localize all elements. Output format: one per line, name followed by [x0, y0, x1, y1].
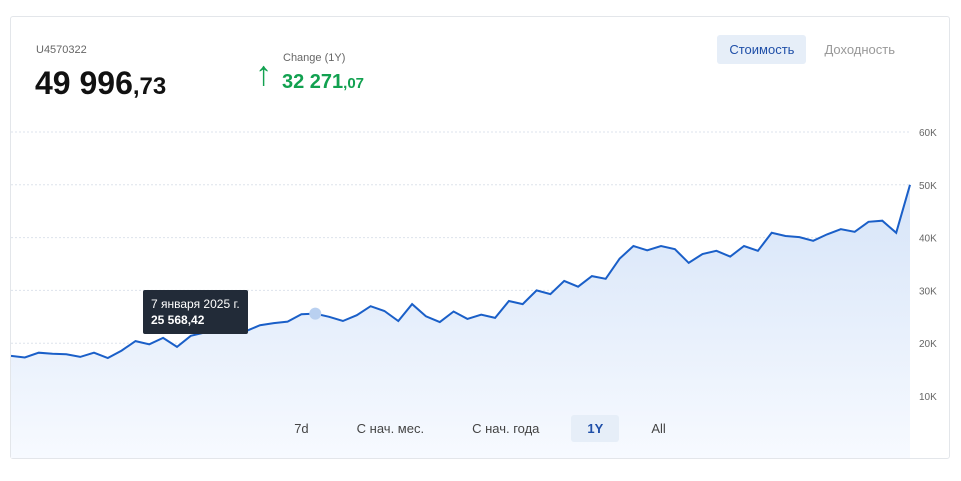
y-tick-label: 10K — [919, 392, 937, 403]
total-int: 49 996 — [35, 65, 133, 101]
range-all[interactable]: All — [651, 421, 666, 436]
chart-area — [11, 184, 910, 458]
arrow-up-icon: ↑ — [255, 55, 272, 93]
change-label: Change (1Y) — [283, 52, 346, 64]
mode-yield-button[interactable]: Доходность — [824, 42, 895, 57]
range-1y[interactable]: 1Y — [571, 415, 620, 442]
portfolio-card: U4570322 49 996,73 ↑ Change (1Y) 32 271,… — [10, 16, 950, 459]
y-tick-label: 20K — [919, 339, 937, 350]
change-value: 32 271,07 — [282, 71, 364, 94]
y-tick-label: 50K — [919, 181, 937, 192]
tooltip-date: 7 января 2025 г. — [151, 297, 240, 311]
value-chart[interactable]: 10K 20K 30K 40K 50K 60K — [11, 17, 949, 458]
tooltip-value: 25 568,42 — [151, 313, 205, 327]
total-value: 49 996,73 — [35, 65, 166, 102]
y-tick-label: 30K — [919, 286, 937, 297]
change-dec: ,07 — [343, 75, 365, 92]
hover-point — [309, 307, 322, 320]
range-month[interactable]: С нач. мес. — [356, 421, 425, 436]
range-ytd[interactable]: С нач. года — [472, 421, 540, 436]
change-int: 32 271 — [282, 71, 344, 93]
chart-line — [11, 184, 911, 360]
mode-value-button[interactable]: Стоимость — [717, 35, 807, 64]
mode-toggle: Стоимость Доходность — [717, 35, 907, 64]
range-selector: 7d С нач. мес. С нач. года 1Y All — [11, 415, 949, 442]
y-tick-label: 40K — [919, 234, 937, 245]
range-7d[interactable]: 7d — [294, 421, 309, 436]
total-dec: ,73 — [132, 73, 167, 100]
chart-tooltip: 7 января 2025 г. 25 568,42 — [143, 290, 248, 334]
y-tick-label: 60K — [919, 128, 937, 139]
account-id: U4570322 — [36, 44, 87, 56]
